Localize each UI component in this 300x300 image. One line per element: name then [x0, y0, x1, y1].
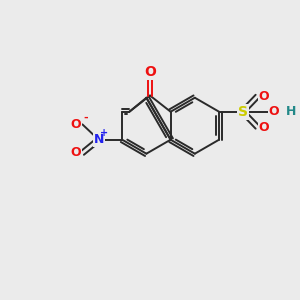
- Text: H: H: [286, 105, 296, 118]
- Text: O: O: [259, 121, 269, 134]
- Text: O: O: [259, 90, 269, 103]
- Text: S: S: [238, 105, 248, 119]
- Text: -: -: [83, 113, 88, 123]
- Text: +: +: [100, 128, 109, 138]
- Text: O: O: [70, 146, 81, 159]
- Text: O: O: [269, 105, 279, 118]
- Text: O: O: [70, 118, 81, 131]
- Text: N: N: [93, 133, 104, 146]
- Text: O: O: [144, 65, 156, 79]
